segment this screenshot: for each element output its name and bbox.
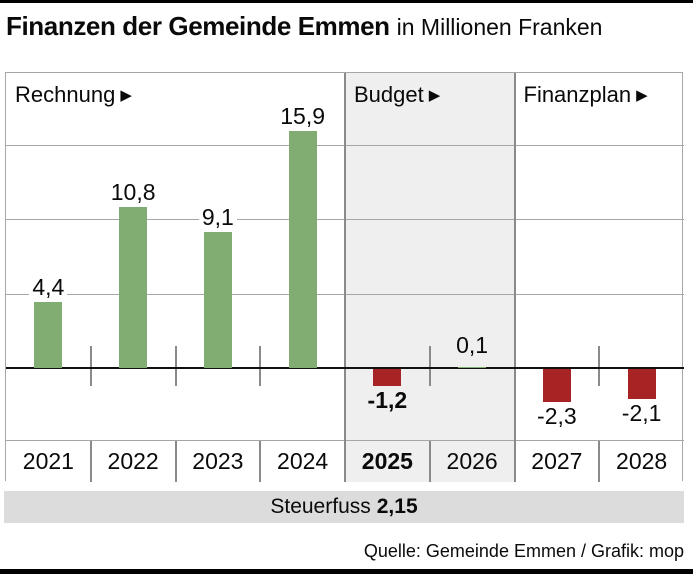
bar-value-label: 9,1 (173, 204, 263, 231)
steuerfuss-band: Steuerfuss 2,15 (4, 491, 684, 523)
section-shading-budget (345, 73, 515, 482)
section-divider (513, 73, 516, 482)
bar-value-text: -2,3 (534, 403, 580, 430)
axis-tick (89, 346, 92, 386)
bar-value-label: -1,2 (342, 386, 432, 413)
bar-value-label: 15,9 (258, 103, 348, 130)
bar-value-text: 0,1 (456, 331, 489, 358)
bar-2028 (627, 369, 656, 400)
steuerfuss-value: 2,15 (376, 495, 418, 518)
axis-tick (259, 346, 262, 386)
year-column-divider (89, 441, 92, 482)
bar-value-text: 9,1 (198, 204, 237, 231)
steuerfuss-label: Steuerfuss (270, 495, 371, 518)
bar-value-label: -2,1 (597, 400, 687, 427)
bar-value-text: 4,4 (29, 274, 68, 301)
title-row: Finanzen der Gemeinde Emmen in Millionen … (6, 11, 602, 42)
year-label-2028: 2028 (616, 448, 668, 474)
bar-2021 (34, 302, 63, 368)
bar-2024 (288, 131, 317, 368)
year-label-2023: 2023 (192, 448, 244, 474)
year-label-2022: 2022 (107, 448, 159, 474)
year-column-divider (598, 441, 601, 482)
section-label: Rechnung (15, 82, 116, 107)
year-column-divider (174, 441, 177, 482)
bar-2025 (373, 369, 402, 386)
bar-2027 (542, 369, 571, 403)
bar-value-label: 0,1 (427, 331, 517, 358)
section-label: Finanzplan (523, 82, 632, 107)
top-rule (0, 0, 693, 3)
section-header-rechnung: Rechnung ▶ (15, 82, 132, 108)
bar-2023 (203, 232, 232, 368)
arrow-right-icon: ▶ (636, 87, 648, 104)
zero-axis-line (6, 367, 684, 369)
year-label-2025: 2025 (361, 448, 413, 474)
year-column-divider (428, 441, 431, 482)
axis-tick (428, 346, 431, 386)
bar-value-text: -2,1 (618, 400, 665, 427)
section-divider (344, 73, 346, 482)
arrow-right-icon: ▶ (120, 87, 132, 104)
year-label-2024: 2024 (277, 448, 329, 474)
arrow-right-icon: ▶ (428, 87, 441, 104)
bar-value-label: -2,3 (512, 403, 602, 430)
bar-2022 (119, 207, 148, 368)
bar-value-label: 10,8 (88, 179, 178, 206)
bar-chart: 4,4 10,8 9,1 15,9 -1,2 0,1 -2,3 -2,1 2021 2022 202… (3, 72, 684, 482)
bar-value-text: -1,2 (367, 386, 408, 413)
axis-tick (174, 346, 177, 386)
bottom-rule (0, 569, 693, 574)
bar-value-text: 15,9 (277, 103, 328, 130)
bar-value-text: 10,8 (107, 179, 159, 206)
chart-subtitle: in Millionen Franken (396, 14, 603, 40)
section-header-finanzplan: Finanzplan ▶ (524, 82, 648, 108)
section-label: Budget (354, 82, 424, 107)
year-column-divider (259, 441, 262, 482)
bar-2026 (458, 366, 487, 368)
axis-tick (598, 346, 601, 386)
bar-value-label: 4,4 (3, 274, 93, 301)
year-label-2021: 2021 (22, 448, 74, 474)
year-label-2027: 2027 (531, 448, 583, 474)
year-label-2026: 2026 (446, 448, 498, 474)
chart-title: Finanzen der Gemeinde Emmen (6, 11, 390, 41)
section-header-budget: Budget ▶ (354, 82, 440, 108)
source-credit: Quelle: Gemeinde Emmen / Grafik: mop (363, 541, 684, 561)
